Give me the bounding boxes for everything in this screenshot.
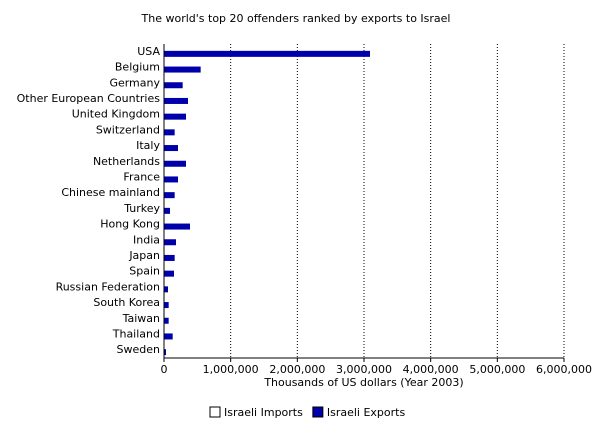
y-tick-label: India	[133, 233, 160, 246]
legend-swatch	[209, 406, 221, 418]
y-tick-label: Germany	[109, 76, 160, 89]
bar	[164, 82, 183, 89]
bar	[164, 113, 186, 120]
bar	[164, 239, 176, 246]
bar	[164, 192, 175, 199]
legend-swatch	[312, 406, 324, 418]
y-tick-label: Sweden	[117, 343, 160, 356]
x-tick-label: 2,000,000	[269, 363, 325, 376]
y-tick-label: Italy	[136, 139, 160, 152]
bar	[164, 207, 170, 214]
y-tick-label: Chinese mainland	[61, 186, 160, 199]
bar	[164, 317, 169, 324]
y-tick-label: Hong Kong	[100, 218, 160, 231]
bar	[164, 270, 174, 277]
y-tick-label: Japan	[128, 249, 160, 262]
y-tick-label: Switzerland	[96, 123, 160, 136]
x-axis-title: Thousands of US dollars (Year 2003)	[263, 376, 463, 389]
x-tick-label: 4,000,000	[403, 363, 459, 376]
bar	[164, 160, 186, 167]
bar	[164, 333, 173, 340]
bar	[164, 97, 188, 104]
y-tick-label: Spain	[129, 265, 160, 278]
bar	[164, 223, 190, 230]
y-tick-label: Russian Federation	[56, 280, 160, 293]
legend-label: Israeli Exports	[327, 406, 406, 419]
x-tick-label: 5,000,000	[469, 363, 525, 376]
y-tick-label: Taiwan	[122, 312, 160, 325]
bar	[164, 349, 166, 356]
bar	[164, 50, 370, 57]
y-tick-label: United Kingdom	[72, 108, 160, 121]
y-tick-label: South Korea	[93, 296, 160, 309]
x-tick-label: 0	[161, 363, 168, 376]
y-tick-label: France	[123, 170, 160, 183]
bar	[164, 254, 175, 261]
x-tick-label: 3,000,000	[336, 363, 392, 376]
bar	[164, 302, 169, 309]
bar	[164, 66, 201, 73]
x-tick-label: 6,000,000	[536, 363, 592, 376]
y-tick-label: Thailand	[112, 327, 160, 340]
bar	[164, 145, 178, 152]
y-tick-label: Turkey	[123, 202, 160, 215]
y-tick-label: Belgium	[115, 61, 160, 74]
bar	[164, 176, 178, 183]
y-tick-label: Other European Countries	[17, 92, 161, 105]
x-tick-label: 1,000,000	[203, 363, 259, 376]
bar	[164, 129, 175, 136]
legend-label: Israeli Imports	[224, 406, 303, 419]
y-tick-label: Netherlands	[93, 155, 160, 168]
bar	[164, 286, 168, 293]
chart-title: The world's top 20 offenders ranked by e…	[141, 12, 451, 25]
y-tick-label: USA	[137, 45, 160, 58]
